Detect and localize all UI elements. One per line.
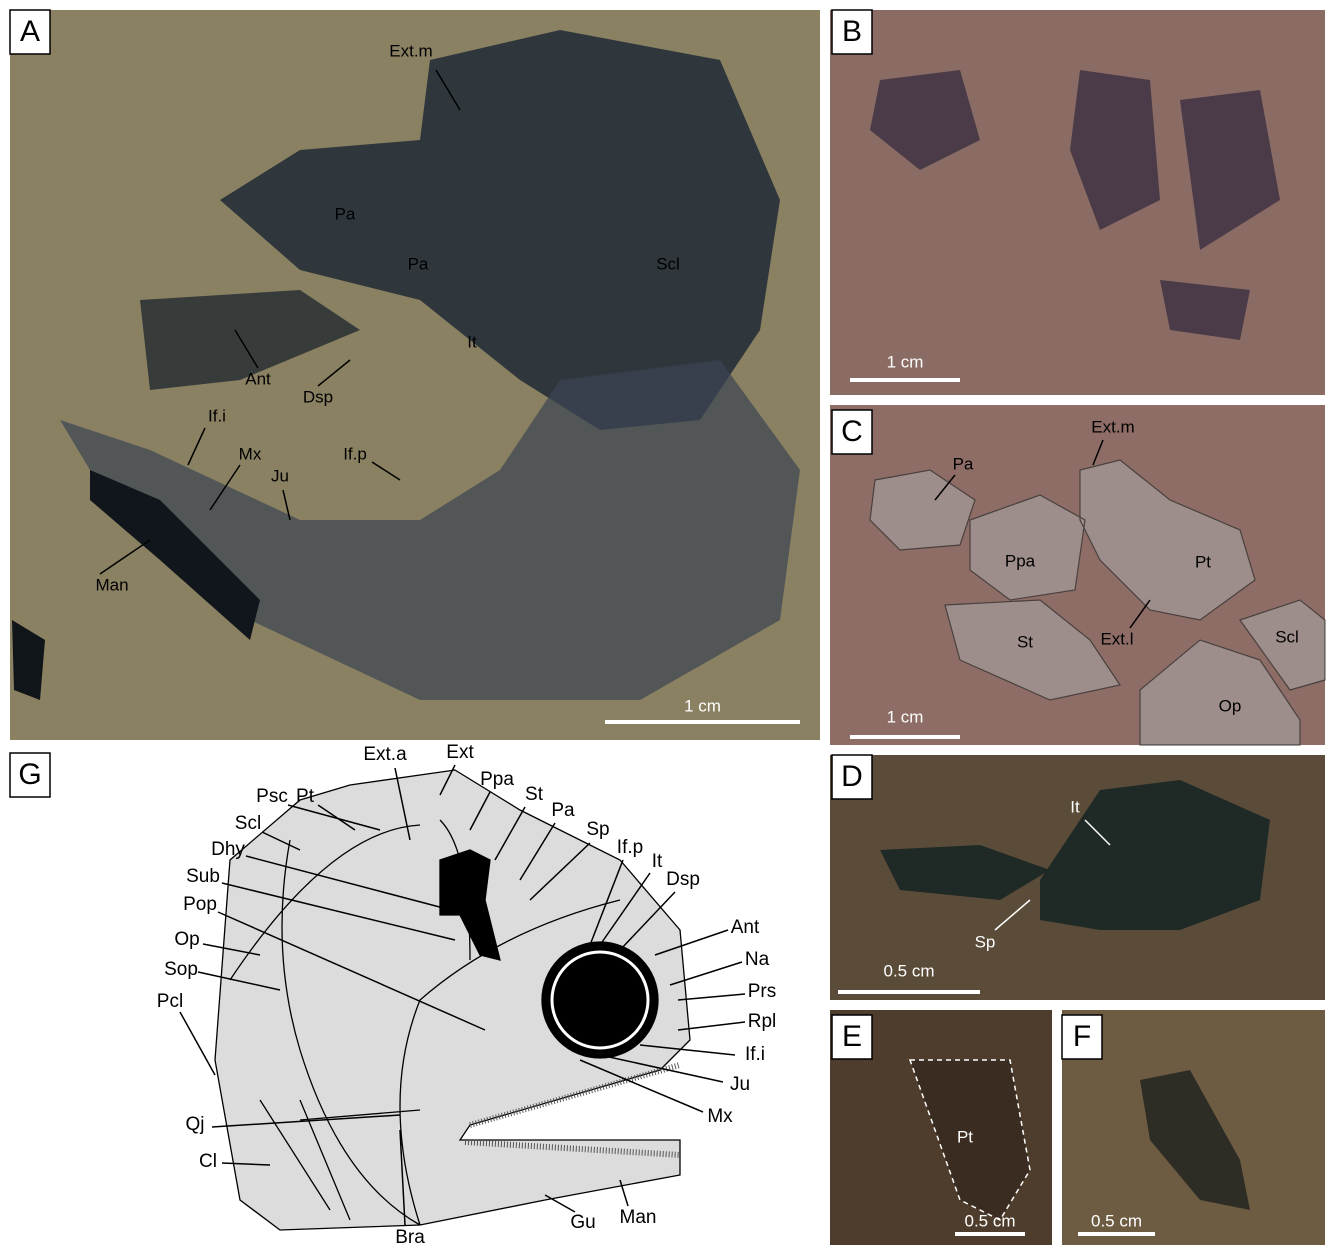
- structure-label: Ext.m: [1091, 417, 1134, 436]
- structure-label: Ext.m: [389, 41, 432, 60]
- structure-label: Scl: [1275, 627, 1299, 646]
- structure-label: Pa: [408, 254, 429, 273]
- structure-label: Ext.a: [363, 744, 407, 765]
- structure-label: Dhy: [211, 839, 245, 860]
- structure-label: Op: [1219, 696, 1242, 715]
- panel-letter: D: [841, 760, 863, 793]
- structure-label: Ju: [271, 466, 289, 485]
- structure-label: If.i: [208, 406, 226, 425]
- structure-label: Sp: [586, 819, 609, 840]
- scale-label: 1 cm: [684, 696, 721, 715]
- structure-label: Mx: [707, 1106, 733, 1127]
- structure-label: If.i: [745, 1044, 765, 1065]
- structure-label: Sop: [164, 959, 198, 980]
- structure-label: Pt: [296, 786, 315, 807]
- structure-label: Prs: [748, 981, 777, 1002]
- structure-label: Pop: [183, 894, 217, 915]
- orbit: [542, 942, 658, 1058]
- scale-label: 1 cm: [887, 352, 924, 371]
- structure-label: Ju: [730, 1074, 750, 1095]
- leader-line: [678, 994, 745, 1000]
- panel-letter: B: [842, 15, 862, 48]
- structure-label: Ant: [245, 369, 271, 388]
- structure-label: Cl: [199, 1151, 217, 1172]
- panel-letter: C: [841, 415, 863, 448]
- structure-label: Gu: [570, 1212, 595, 1233]
- structure-label: Ant: [731, 917, 760, 938]
- structure-label: Ext.l: [1100, 629, 1133, 648]
- structure-label: Bra: [395, 1227, 425, 1247]
- structure-label: It: [652, 851, 663, 872]
- structure-label: If.p: [343, 444, 367, 463]
- structure-label: It: [1070, 797, 1080, 816]
- scale-label: 0.5 cm: [883, 961, 934, 980]
- structure-label: Dsp: [303, 387, 333, 406]
- structure-label: Dsp: [666, 869, 700, 890]
- structure-label: Pa: [335, 204, 356, 223]
- structure-label: St: [525, 784, 544, 805]
- panel-letter: A: [20, 15, 40, 48]
- leader-line: [180, 1012, 215, 1075]
- structure-label: Pt: [1195, 552, 1211, 571]
- structure-label: Qj: [186, 1114, 205, 1135]
- scale-label: 0.5 cm: [964, 1211, 1015, 1230]
- structure-label: Mx: [239, 444, 262, 463]
- structure-label: Scl: [656, 254, 680, 273]
- scale-label: 0.5 cm: [1091, 1211, 1142, 1230]
- panel-letter: E: [842, 1020, 862, 1053]
- structure-label: If.p: [617, 837, 643, 858]
- structure-label: Sub: [186, 866, 220, 887]
- structure-label: Pcl: [157, 991, 183, 1012]
- structure-label: Ext: [446, 742, 474, 763]
- structure-label: Man: [620, 1207, 657, 1228]
- scale-label: 1 cm: [887, 707, 924, 726]
- structure-label: Na: [745, 949, 770, 970]
- panel-letter: G: [18, 758, 41, 791]
- structure-label: Man: [95, 575, 128, 594]
- structure-label: Scl: [235, 813, 261, 834]
- structure-label: Pa: [551, 800, 575, 821]
- structure-label: Pa: [953, 454, 974, 473]
- structure-label: Pt: [957, 1127, 973, 1146]
- structure-label: Op: [174, 929, 199, 950]
- structure-label: Psc: [256, 786, 288, 807]
- structure-label: Ppa: [480, 769, 514, 790]
- figure: A Ext.m Pa Pa Scl It Ant Dsp If.i Mx Ju If.p Man 1 cm…: [0, 0, 1330, 1247]
- panel-letter: F: [1073, 1020, 1091, 1053]
- structure-label: Sp: [975, 932, 996, 951]
- structure-label: It: [467, 332, 477, 351]
- structure-label: Rpl: [748, 1011, 777, 1032]
- structure-label: Ppa: [1005, 551, 1036, 570]
- structure-label: St: [1017, 632, 1033, 651]
